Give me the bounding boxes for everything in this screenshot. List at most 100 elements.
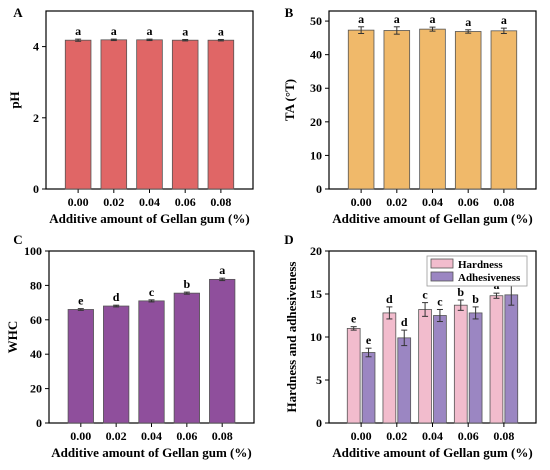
x-tick-label: 0.00	[351, 195, 372, 209]
bar	[418, 309, 432, 424]
significance-label: d	[401, 315, 408, 329]
significance-label: a	[75, 24, 81, 38]
significance-label: e	[78, 294, 84, 308]
y-tick-label: 0	[316, 182, 322, 196]
bar	[383, 30, 411, 190]
significance-label: d	[386, 292, 393, 306]
x-tick-label: 0.00	[68, 195, 89, 209]
bar	[419, 28, 446, 190]
x-tick-label: 0.04	[141, 429, 162, 443]
y-tick-label: 20	[310, 244, 322, 258]
bar	[209, 278, 236, 424]
y-tick-label: 0	[33, 182, 39, 196]
panel-letter: A	[13, 5, 23, 20]
significance-label: c	[437, 294, 443, 308]
significance-label: a	[358, 12, 364, 26]
bar	[67, 309, 94, 424]
x-tick-label: 0.06	[458, 429, 479, 443]
bar	[103, 305, 130, 424]
x-tick-label: 0.02	[386, 429, 407, 443]
x-tick-label: 0.06	[175, 195, 196, 209]
x-tick-label: 0.06	[458, 195, 479, 209]
x-tick-label: 0.08	[493, 195, 514, 209]
x-tick-label: 0.08	[493, 429, 514, 443]
bar	[382, 312, 397, 424]
legend-label: Hardness	[458, 259, 503, 271]
bar	[454, 31, 482, 190]
x-tick-label: 0.08	[210, 195, 231, 209]
x-axis-title: Additive amount of Gellan gum (%)	[51, 445, 251, 460]
y-tick-label: 0	[36, 416, 42, 430]
y-tick-label: 5	[316, 373, 322, 387]
x-tick-label: 0.08	[212, 429, 233, 443]
bar	[397, 337, 412, 424]
panel-letter: B	[285, 5, 294, 20]
significance-label: b	[184, 277, 191, 291]
y-tick-label: 60	[30, 313, 42, 327]
panel-letter: C	[13, 232, 22, 247]
significance-label: c	[422, 288, 428, 302]
y-tick-label: 10	[310, 330, 322, 344]
y-tick-label: 0	[316, 416, 322, 430]
panel-b: B 0 10 20 30 40 50 TA (°T) Additive amount of Ge…	[282, 5, 537, 226]
y-tick-label: 20	[310, 115, 322, 129]
significance-label: e	[366, 333, 372, 347]
y-tick-label: 40	[30, 347, 42, 361]
bar	[138, 300, 165, 424]
y-axis-title: TA (°T)	[282, 79, 297, 121]
y-tick-label: 2	[33, 111, 39, 125]
bar	[171, 39, 199, 190]
x-tick-label: 0.04	[422, 429, 443, 443]
y-tick-label: 30	[310, 81, 322, 95]
panel-letter: D	[284, 232, 293, 247]
y-axis-title: pH	[7, 91, 22, 108]
legend-swatch	[430, 258, 454, 269]
y-tick-label: 20	[30, 382, 42, 396]
y-tick-label: 100	[24, 244, 42, 258]
significance-label: a	[219, 263, 225, 277]
x-tick-label: 0.04	[139, 195, 160, 209]
legend-label: Adhesiveness	[458, 272, 521, 284]
y-tick-label: 80	[30, 278, 42, 292]
bar	[504, 294, 519, 424]
significance-label: a	[501, 13, 507, 27]
x-tick-label: 0.06	[176, 429, 197, 443]
significance-label: d	[113, 290, 120, 304]
bar	[453, 304, 468, 424]
x-tick-label: 0.02	[386, 195, 407, 209]
significance-label: a	[182, 24, 188, 38]
bar	[346, 327, 361, 424]
significance-label: b	[472, 292, 479, 306]
y-tick-label: 40	[310, 48, 322, 62]
significance-label: a	[147, 24, 153, 38]
x-axis-title: Additive amount of Gellan gum (%)	[49, 211, 249, 226]
significance-label: a	[218, 24, 224, 38]
panel-d: D 0 5 10 15 20 Hardness and adhesiveness Additi…	[284, 232, 537, 460]
bar	[100, 39, 128, 190]
panel-a: A 0 2 4 pH Additive amount of Gellan gum (%) 0…	[7, 5, 254, 226]
significance-label: b	[457, 285, 464, 299]
x-tick-label: 0.00	[351, 429, 372, 443]
x-tick-label: 0.02	[103, 195, 124, 209]
x-tick-label: 0.04	[422, 195, 443, 209]
significance-label: c	[149, 285, 155, 299]
bar	[173, 292, 200, 424]
significance-label: a	[430, 12, 436, 26]
y-tick-label: 4	[33, 40, 39, 54]
bar	[433, 315, 447, 424]
y-axis-title: WHC	[5, 321, 20, 354]
bar	[136, 39, 163, 190]
y-tick-label: 10	[310, 148, 322, 162]
y-axis-title: Hardness and adhesiveness	[284, 262, 299, 413]
significance-label: a	[465, 15, 471, 29]
x-axis-title: Additive amount of Gellan gum (%)	[332, 211, 532, 226]
y-tick-label: 15	[310, 287, 322, 301]
legend-swatch	[430, 271, 454, 282]
significance-label: a	[111, 24, 117, 38]
x-tick-label: 0.02	[106, 429, 127, 443]
bar	[489, 295, 504, 424]
significance-label: e	[351, 312, 357, 326]
x-axis-title: Additive amount of Gellan gum (%)	[332, 445, 532, 460]
bar	[361, 352, 376, 424]
